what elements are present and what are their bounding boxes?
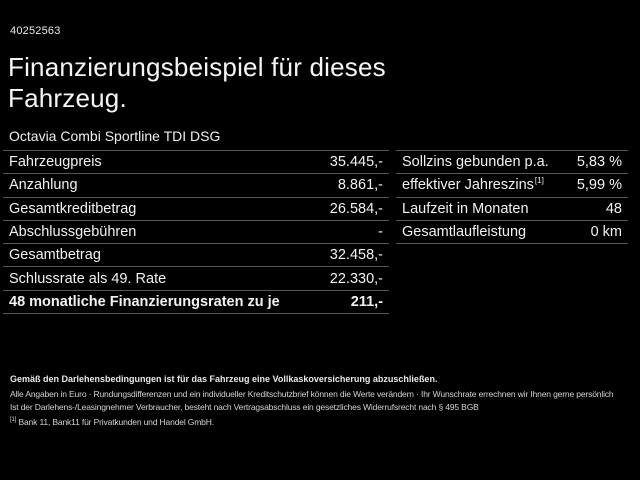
table-row: Gesamtkreditbetrag 26.584,- <box>3 198 389 221</box>
row-value: 22.330,- <box>329 270 383 287</box>
row-value: - <box>378 224 383 241</box>
row-label: Laufzeit in Monaten <box>402 200 529 217</box>
row-value: 8.861,- <box>337 177 383 194</box>
row-label: Gesamtkreditbetrag <box>9 200 137 217</box>
row-label: Abschlussgebühren <box>9 224 137 241</box>
table-row: Laufzeit in Monaten 48 <box>396 198 628 221</box>
row-label: effektiver Jahreszins[1] <box>402 175 544 194</box>
table-row: Fahrzeugpreis 35.445,- <box>3 151 389 175</box>
row-value: 5,99 % <box>576 177 622 194</box>
table-row: Anzahlung 8.861,- <box>3 174 389 198</box>
row-value: 26.584,- <box>329 200 383 217</box>
page-title: Finanzierungsbeispiel für dieses Fahrzeu… <box>8 52 386 114</box>
row-label: Gesamtlaufleistung <box>402 224 527 241</box>
table-row: Gesamtlaufleistung 0 km <box>396 221 628 245</box>
row-label: 48 monatliche Finanzierungsraten zu je <box>9 293 280 310</box>
row-value: 211,- <box>350 293 383 310</box>
table-row: Abschlussgebühren - <box>3 221 389 245</box>
table-row: effektiver Jahreszins[1] 5,99 % <box>396 174 628 198</box>
vehicle-id: 40252563 <box>10 25 61 37</box>
table-row: Schlussrate als 49. Rate 22.330,- <box>3 267 389 291</box>
row-value: 0 km <box>590 224 622 241</box>
row-value: 48 <box>605 200 622 217</box>
table-row: Sollzins gebunden p.a. 5,83 % <box>396 151 628 175</box>
page-title-line-2: Fahrzeug. <box>8 83 127 113</box>
footnote-text: Bank 11, Bank11 für Privatkunden und Han… <box>18 417 214 427</box>
row-value: 5,83 % <box>576 154 622 171</box>
row-label: Schlussrate als 49. Rate <box>9 270 167 287</box>
row-label: Sollzins gebunden p.a. <box>402 154 549 171</box>
row-label: Anzahlung <box>9 177 78 194</box>
row-value: 32.458,- <box>329 247 383 264</box>
footnote-reference: [1] <box>534 175 544 185</box>
vehicle-model-subtitle: Octavia Combi Sportline TDI DSG <box>9 128 221 144</box>
footnote-marker: [1] <box>10 417 17 424</box>
row-label: Gesamtbetrag <box>9 247 101 264</box>
financing-values-table: Fahrzeugpreis 35.445,- Anzahlung 8.861,-… <box>3 150 389 315</box>
table-row: Gesamtbetrag 32.458,- <box>3 244 389 268</box>
fineprint-footnote: [1] Bank 11, Bank11 für Privatkunden und… <box>10 417 640 427</box>
interest-terms-table: Sollzins gebunden p.a. 5,83 % effektiver… <box>396 150 628 245</box>
page-title-line-1: Finanzierungsbeispiel für dieses <box>8 52 386 82</box>
row-value: 35.445,- <box>329 154 383 171</box>
fineprint-insurance-note: Gemäß den Darlehensbedingungen ist für d… <box>10 374 438 384</box>
fineprint-disclaimer-2: Ist der Darlehens-/Leasingnehmer Verbrau… <box>10 402 479 412</box>
fineprint-disclaimer-1: Alle Angaben in Euro · Rundungsdifferenz… <box>10 389 614 399</box>
table-row-monthly-rate: 48 monatliche Finanzierungsraten zu je 2… <box>3 291 389 315</box>
row-label: Fahrzeugpreis <box>9 154 102 171</box>
